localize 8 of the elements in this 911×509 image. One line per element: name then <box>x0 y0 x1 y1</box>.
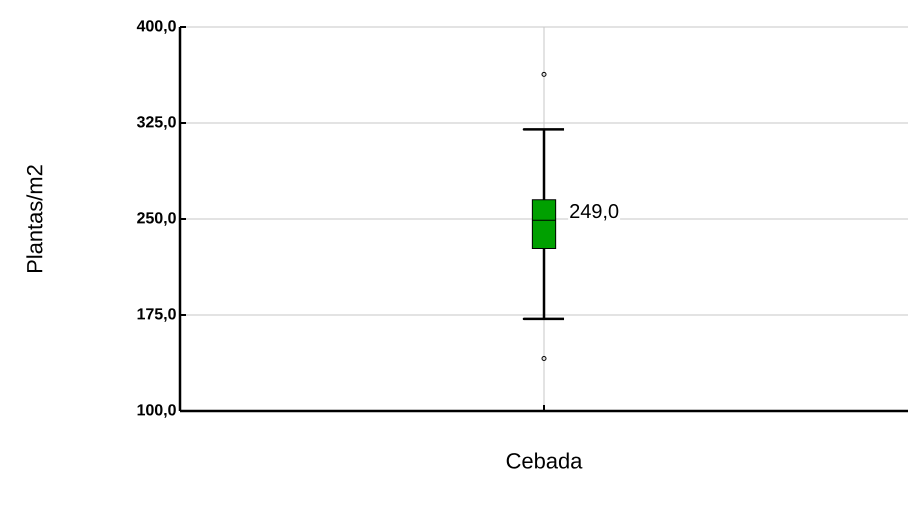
y-tick-label: 400,0 <box>136 20 176 34</box>
y-axis-title: Plantas/m2 <box>26 165 42 272</box>
y-tick-label: 175,0 <box>138 308 176 322</box>
annotation: 249,0 <box>570 204 618 221</box>
y-tick-label: 325,0 <box>136 116 176 130</box>
y-tick-label: 100,0 <box>138 404 176 418</box>
y-tick-label: 250,0 <box>137 212 176 226</box>
x-tick-label: Cebada <box>506 452 582 469</box>
